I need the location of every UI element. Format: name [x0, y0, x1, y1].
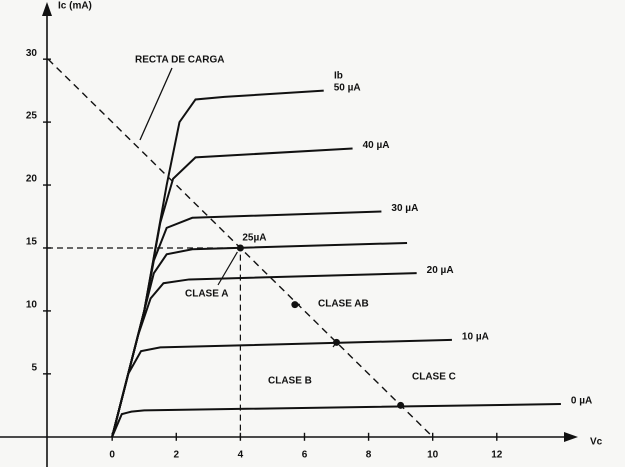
series-label: 0 µA: [571, 396, 592, 407]
point-arrow: [217, 251, 238, 286]
point-label: CLASE AB: [318, 299, 369, 310]
point-arrow: [400, 403, 404, 406]
series-label: 30 µA: [391, 203, 418, 214]
x-tick-label: 6: [302, 449, 308, 460]
x-axis-label: Vc: [590, 437, 603, 448]
x-tick-label: 4: [238, 449, 244, 460]
x-tick-label: 0: [109, 449, 115, 460]
point-arrow: [297, 303, 301, 306]
y-tick-label: 20: [26, 174, 38, 185]
x-tick-label: 12: [491, 449, 503, 460]
x-axis-arrow: [564, 432, 578, 442]
series-label: 20 µA: [427, 265, 454, 276]
operating-point: [291, 301, 299, 309]
curve: [111, 272, 417, 438]
y-tick-label: 5: [31, 362, 37, 373]
legend-title: Ib: [334, 71, 343, 82]
y-tick-label: 25: [26, 111, 38, 122]
point-label: CLASE A: [185, 289, 229, 300]
y-tick-label: 30: [26, 48, 38, 59]
load-line-arrow: [139, 67, 173, 141]
series-label: 10 µA: [462, 332, 489, 343]
series-label: 50 µA: [334, 82, 361, 93]
point-label: CLASE B: [268, 376, 312, 387]
series-label: 25µA: [242, 233, 266, 244]
point-arrow: [332, 342, 338, 348]
y-tick-label: 10: [26, 300, 38, 311]
y-axis-arrow: [42, 2, 52, 16]
point-label: CLASE C: [412, 372, 456, 383]
curve: [111, 403, 561, 438]
y-tick-label: 15: [26, 237, 38, 248]
x-tick-label: 2: [174, 449, 180, 460]
load-line-label: RECTA DE CARGA: [135, 55, 224, 66]
x-tick-label: 8: [366, 449, 372, 460]
y-axis-label: Ic (mA): [58, 1, 92, 12]
curve: [111, 338, 452, 438]
x-tick-label: 10: [427, 449, 439, 460]
operating-point: [236, 244, 244, 252]
series-label: 40 µA: [363, 140, 390, 151]
